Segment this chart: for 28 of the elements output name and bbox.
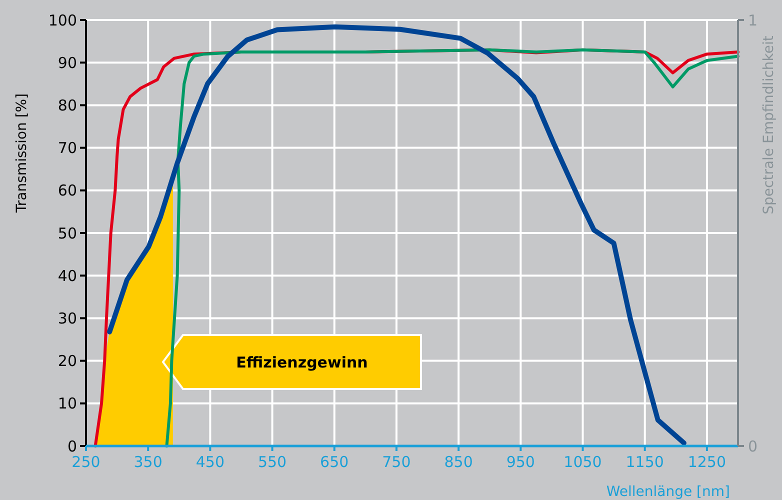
x-tick-label: 350 (134, 453, 162, 471)
y2-tick-label: 0 (748, 437, 758, 456)
y-tick-label: 30 (58, 309, 77, 328)
y-tick-label: 70 (58, 139, 77, 158)
x-tick-label: 750 (382, 453, 411, 471)
x-tick-label: 1250 (688, 453, 726, 471)
y-tick-label: 50 (58, 224, 77, 242)
x-tick-label: 1150 (626, 453, 664, 471)
x-tick-label: 250 (72, 453, 100, 471)
x-axis-title: Wellenlänge [nm] (606, 484, 730, 500)
y-tick-label: 80 (58, 96, 77, 114)
x-tick-label: 850 (444, 453, 473, 471)
annotation: Effizienzgewinn (236, 353, 368, 372)
x-tick-label: 550 (258, 453, 287, 471)
y2-tick-label: 1 (748, 11, 758, 30)
x-tick-label: 450 (196, 453, 225, 471)
y-tick-label: 90 (58, 54, 77, 72)
x-tick-label: 1050 (564, 453, 602, 471)
y-tick-label: 40 (58, 266, 77, 285)
y2-axis-title: Spectrale Empfindlichkeit (761, 35, 777, 214)
y-tick-label: 100 (48, 11, 77, 30)
x-tick-label: 950 (506, 453, 535, 471)
y-tick-label: 60 (58, 182, 77, 200)
y-tick-label: 20 (58, 352, 77, 370)
x-tick-label: 650 (320, 453, 349, 471)
y-tick-label: 0 (67, 437, 77, 456)
y-tick-label: 10 (58, 394, 77, 413)
y-axis-title: Transmission [%] (14, 93, 30, 214)
